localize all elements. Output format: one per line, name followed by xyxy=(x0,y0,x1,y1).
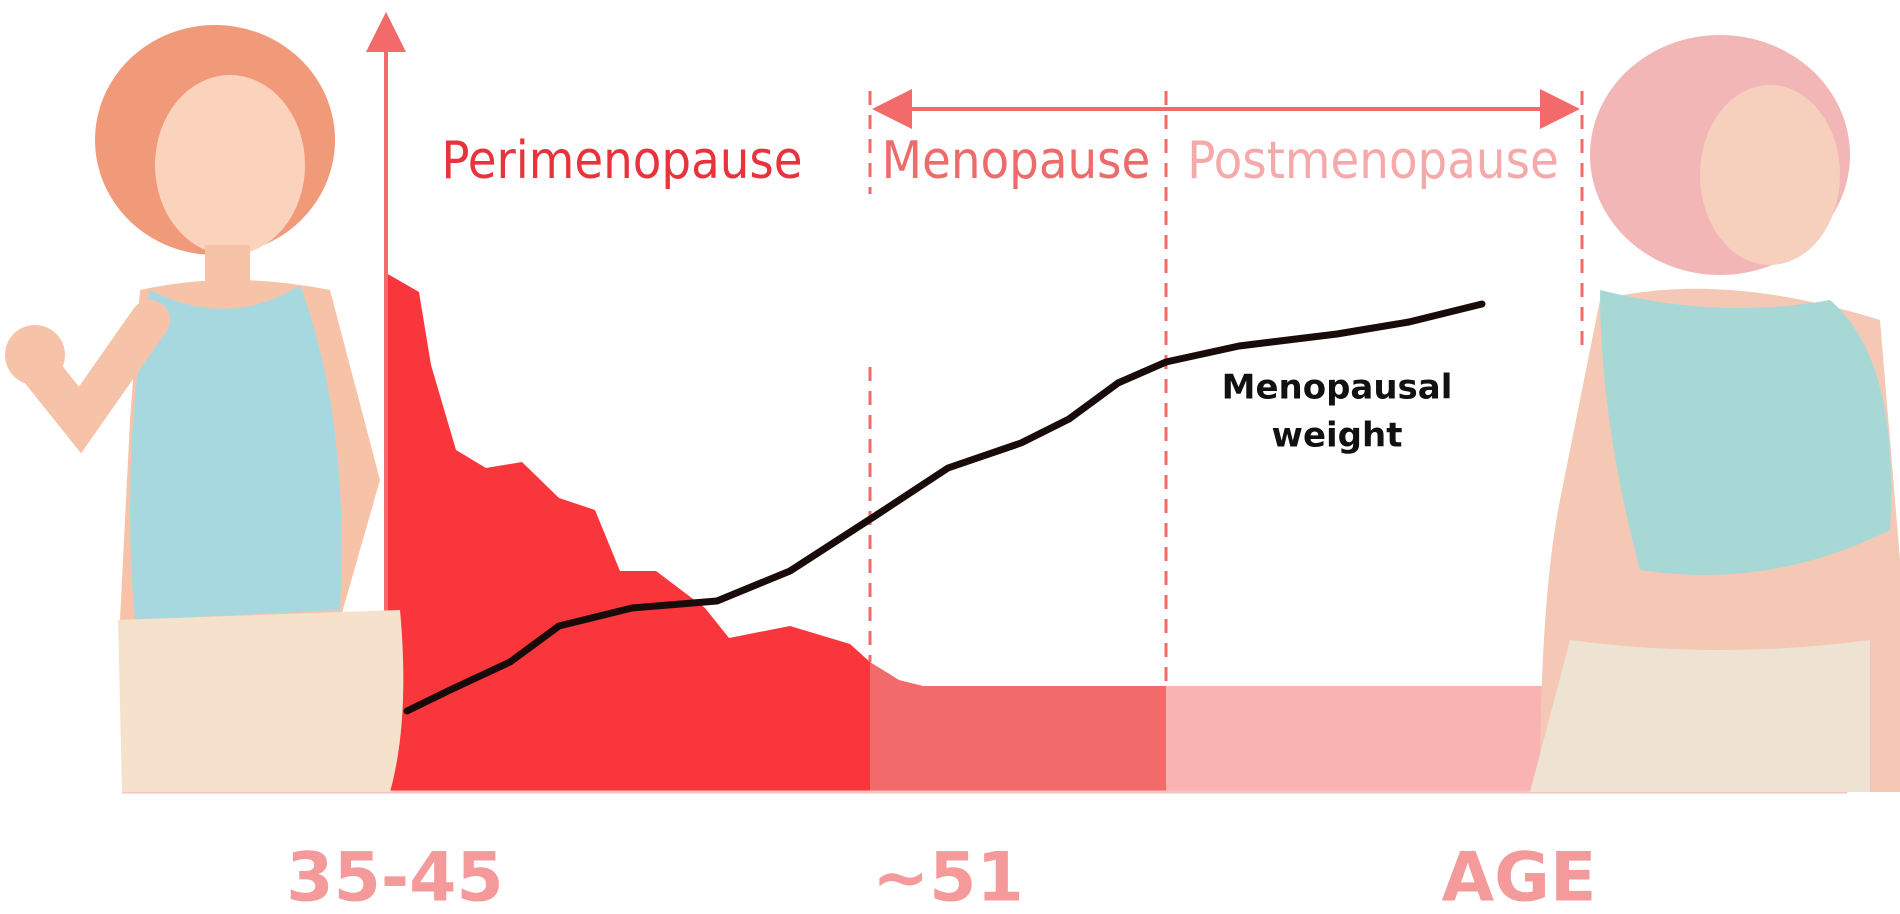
curve-label: Menopausal xyxy=(1222,368,1453,408)
young-woman-illustration xyxy=(5,25,404,792)
weight-curve xyxy=(403,300,1486,715)
perimenopause-area xyxy=(386,273,870,792)
age-label: AGE xyxy=(1442,839,1597,914)
phase-label: Perimenopause xyxy=(441,131,802,191)
phase-label: Postmenopause xyxy=(1187,131,1559,191)
phase-label: Menopause xyxy=(882,131,1151,191)
curve-label: weight xyxy=(1272,416,1403,456)
menopause-area xyxy=(870,662,1166,792)
older-woman-illustration xyxy=(1530,35,1900,792)
age-label: ~51 xyxy=(872,839,1024,914)
postmenopause-area xyxy=(1166,686,1582,792)
age-label: 35-45 xyxy=(286,839,503,914)
